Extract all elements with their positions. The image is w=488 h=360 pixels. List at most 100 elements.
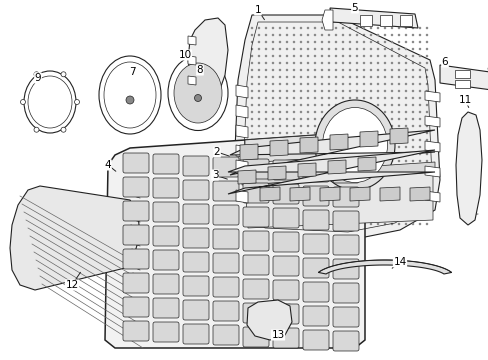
FancyBboxPatch shape: [272, 160, 298, 180]
Ellipse shape: [404, 146, 407, 148]
Ellipse shape: [327, 97, 329, 99]
Ellipse shape: [341, 48, 344, 50]
Ellipse shape: [306, 83, 308, 85]
Ellipse shape: [383, 160, 386, 162]
Ellipse shape: [334, 111, 337, 113]
Ellipse shape: [376, 62, 379, 64]
Ellipse shape: [264, 216, 267, 218]
Ellipse shape: [320, 62, 323, 64]
FancyBboxPatch shape: [332, 187, 358, 207]
Ellipse shape: [390, 41, 392, 43]
Ellipse shape: [168, 55, 227, 131]
Ellipse shape: [425, 41, 427, 43]
Ellipse shape: [369, 167, 371, 169]
Ellipse shape: [362, 209, 365, 211]
Polygon shape: [10, 186, 140, 290]
Ellipse shape: [369, 34, 371, 36]
Ellipse shape: [313, 139, 316, 141]
Ellipse shape: [306, 139, 308, 141]
Polygon shape: [238, 170, 256, 184]
Ellipse shape: [418, 125, 420, 127]
Ellipse shape: [341, 125, 344, 127]
Ellipse shape: [418, 202, 420, 204]
Polygon shape: [297, 163, 315, 177]
Ellipse shape: [313, 160, 316, 162]
Ellipse shape: [278, 188, 281, 190]
FancyBboxPatch shape: [303, 282, 328, 302]
Ellipse shape: [327, 188, 329, 190]
Ellipse shape: [334, 90, 337, 92]
Ellipse shape: [397, 160, 400, 162]
Ellipse shape: [362, 104, 365, 106]
Ellipse shape: [299, 216, 302, 218]
Ellipse shape: [376, 174, 379, 176]
Polygon shape: [235, 15, 439, 240]
Ellipse shape: [250, 195, 253, 197]
Ellipse shape: [411, 202, 413, 204]
Ellipse shape: [257, 55, 260, 57]
Ellipse shape: [334, 41, 337, 43]
Ellipse shape: [425, 167, 427, 169]
Ellipse shape: [313, 34, 316, 36]
FancyBboxPatch shape: [243, 279, 268, 299]
FancyBboxPatch shape: [183, 276, 208, 296]
Polygon shape: [260, 187, 280, 201]
Ellipse shape: [397, 97, 400, 99]
Ellipse shape: [257, 132, 260, 134]
Ellipse shape: [334, 160, 337, 162]
Ellipse shape: [292, 209, 295, 211]
Text: 8: 8: [196, 65, 203, 75]
Ellipse shape: [299, 209, 302, 211]
Ellipse shape: [306, 69, 308, 71]
Ellipse shape: [299, 174, 302, 176]
Ellipse shape: [264, 153, 267, 155]
Ellipse shape: [341, 209, 344, 211]
Ellipse shape: [397, 202, 400, 204]
Ellipse shape: [355, 34, 358, 36]
Ellipse shape: [320, 90, 323, 92]
Ellipse shape: [355, 27, 358, 29]
Ellipse shape: [334, 188, 337, 190]
Ellipse shape: [264, 104, 267, 106]
Ellipse shape: [355, 125, 358, 127]
Ellipse shape: [404, 216, 407, 218]
FancyBboxPatch shape: [303, 162, 328, 182]
Ellipse shape: [355, 48, 358, 50]
FancyBboxPatch shape: [153, 226, 179, 246]
Ellipse shape: [355, 188, 358, 190]
Ellipse shape: [411, 48, 413, 50]
Polygon shape: [229, 130, 434, 175]
Ellipse shape: [397, 69, 400, 71]
Ellipse shape: [425, 195, 427, 197]
Ellipse shape: [411, 90, 413, 92]
FancyBboxPatch shape: [123, 201, 149, 221]
Ellipse shape: [390, 202, 392, 204]
Ellipse shape: [250, 167, 253, 169]
Ellipse shape: [390, 132, 392, 134]
FancyBboxPatch shape: [123, 321, 149, 341]
FancyBboxPatch shape: [123, 153, 149, 173]
Ellipse shape: [404, 202, 407, 204]
Ellipse shape: [418, 216, 420, 218]
Ellipse shape: [362, 111, 365, 113]
Ellipse shape: [292, 76, 295, 78]
Ellipse shape: [425, 55, 427, 57]
Ellipse shape: [411, 153, 413, 155]
Ellipse shape: [299, 153, 302, 155]
Ellipse shape: [418, 41, 420, 43]
FancyBboxPatch shape: [303, 210, 328, 230]
FancyBboxPatch shape: [183, 252, 208, 272]
Ellipse shape: [418, 132, 420, 134]
Ellipse shape: [257, 48, 260, 50]
Ellipse shape: [285, 48, 287, 50]
Ellipse shape: [341, 97, 344, 99]
Ellipse shape: [313, 181, 316, 183]
Ellipse shape: [264, 76, 267, 78]
Ellipse shape: [271, 125, 274, 127]
Ellipse shape: [341, 195, 344, 197]
Ellipse shape: [327, 27, 329, 29]
Polygon shape: [236, 160, 247, 173]
Ellipse shape: [264, 202, 267, 204]
FancyBboxPatch shape: [243, 327, 268, 347]
Ellipse shape: [327, 153, 329, 155]
